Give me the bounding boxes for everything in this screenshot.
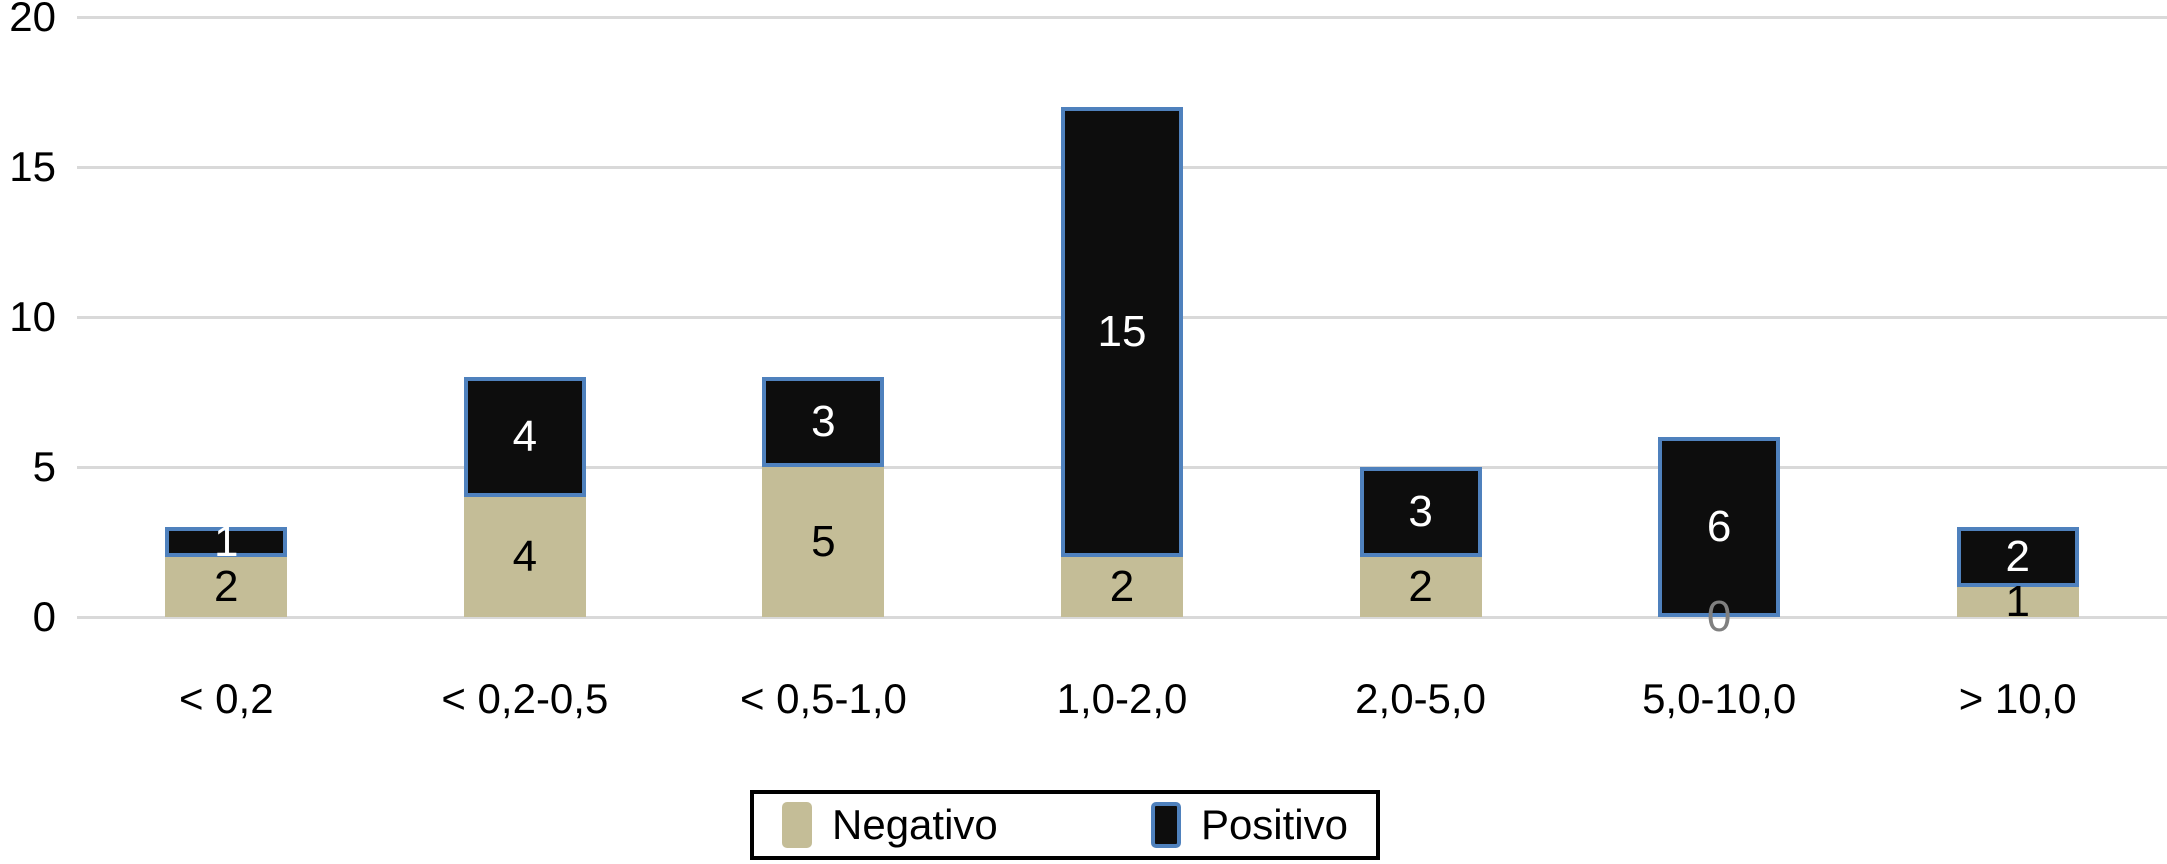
x-axis-tick-label: 2,0-5,0	[1355, 675, 1486, 722]
bar-value-label-negativo: 4	[512, 532, 538, 581]
bar-segment-negativo: 2	[1359, 557, 1482, 617]
bar-value-label-negativo: 5	[811, 517, 836, 566]
bar-column: 15 2	[1061, 107, 1183, 617]
x-axis-tick-label: > 10,0	[1958, 675, 2077, 722]
positivo-swatch-icon	[1150, 802, 1181, 848]
x-axis-tick-label: < 0,2	[178, 675, 274, 722]
bar-value-label-positivo: 4	[512, 412, 538, 461]
bar-segment-positivo: 6	[1658, 437, 1781, 617]
y-axis-tick-label: 20	[9, 0, 56, 40]
bar-value-label-positivo: 3	[1408, 487, 1433, 536]
y-axis-tick-label: 0	[32, 593, 56, 640]
y-axis-tick-label: 10	[9, 293, 56, 340]
x-axis-tick-label: 1,0-2,0	[1056, 675, 1188, 722]
bar-value-label-positivo: 3	[811, 397, 836, 446]
bar-value-label-negativo: 2	[1109, 562, 1135, 611]
bar-segment-positivo: 3	[762, 377, 885, 467]
bar-value-label-positivo: 1	[214, 517, 239, 566]
bar-value-label-negativo: 0	[1706, 592, 1732, 641]
bar-value-label-positivo: 15	[1097, 307, 1147, 356]
bar-segment-positivo: 1	[165, 520, 288, 564]
bar-segment-negativo: 2	[165, 557, 288, 617]
bar-segment-negativo: 4	[463, 497, 586, 617]
y-axis-tick-label: 15	[9, 143, 56, 190]
x-axis-tick-label: < 0,5-1,0	[739, 675, 907, 722]
bar-segment-positivo: 2	[1956, 527, 2079, 587]
bar-segment-negativo: 1	[1956, 580, 2079, 624]
bar-segment-negativo: 5	[762, 467, 885, 617]
x-axis-tick-label: < 0,2-0,5	[441, 675, 609, 722]
legend-item-positivo: Positivo	[1150, 801, 1348, 848]
bar-value-label-positivo: 6	[1706, 502, 1732, 551]
legend-label-positivo: Positivo	[1200, 801, 1348, 848]
bar-segment-negativo: 2	[1061, 557, 1183, 617]
legend: Negativo Positivo	[750, 790, 1380, 860]
bar-value-label-negativo: 1	[2005, 577, 2030, 626]
gridline	[77, 615, 2167, 619]
legend-label-negativo: Negativo	[832, 801, 998, 848]
negativo-swatch-icon	[782, 802, 812, 848]
bar-value-label-negativo: 2	[214, 562, 239, 611]
bar-segment-positivo: 15	[1061, 107, 1183, 557]
bar-value-label-positivo: 2	[2005, 532, 2030, 581]
x-axis-tick-label: 5,0-10,0	[1642, 675, 1797, 722]
bar-segment-positivo: 3	[1359, 467, 1482, 557]
bar-segment-positivo: 4	[463, 377, 586, 497]
gridline	[77, 15, 2167, 19]
bar-value-label-negativo: 2	[1408, 562, 1433, 611]
y-axis-tick-label: 5	[32, 443, 56, 490]
legend-item-negativo: Negativo	[782, 802, 998, 848]
